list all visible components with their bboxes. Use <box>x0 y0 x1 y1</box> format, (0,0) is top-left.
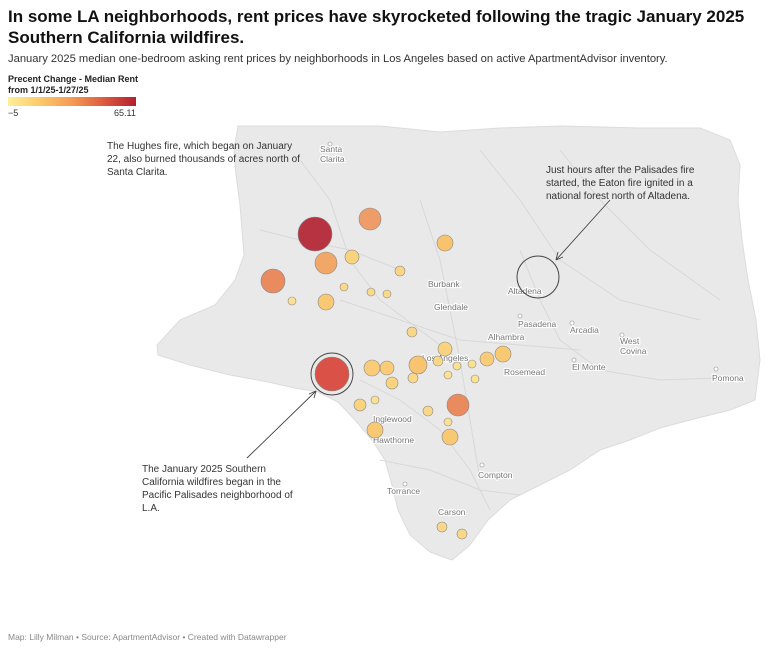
city-labels: Santa Clarita Burbank Glendale Altadena P… <box>319 141 745 518</box>
rent-bubble[interactable] <box>297 216 333 252</box>
city-label-glendale: Glendale <box>434 302 468 312</box>
legend-title-line1: Precent Change - Median Rent <box>8 74 139 84</box>
rent-bubble[interactable] <box>443 370 453 380</box>
fire-markers <box>310 255 560 396</box>
rent-bubble[interactable] <box>287 296 297 306</box>
city-dot-torrance <box>402 481 408 487</box>
rent-bubble[interactable] <box>260 268 286 294</box>
legend-title-line2: from 1/1/25-1/27/25 <box>8 85 89 95</box>
annotation-eaton-fire: Just hours after the Palisades fire star… <box>546 165 695 202</box>
rent-bubble[interactable] <box>441 428 459 446</box>
city-label-burbank: Burbank <box>428 279 460 289</box>
rent-bubble[interactable] <box>470 374 480 384</box>
rent-bubble[interactable] <box>407 372 419 384</box>
rent-bubble[interactable] <box>385 376 399 390</box>
city-dot-el-monte <box>571 357 577 363</box>
rent-bubble[interactable] <box>382 289 392 299</box>
rent-bubble[interactable] <box>443 417 453 427</box>
legend-max-label: 65.11 <box>114 108 136 118</box>
city-label-alhambra: Alhambra <box>488 332 525 342</box>
rent-bubble[interactable] <box>379 360 395 376</box>
eaton-annotation-arrow <box>555 199 611 261</box>
rent-bubble[interactable] <box>467 359 477 369</box>
chart-subtitle: January 2025 median one-bedroom asking r… <box>8 53 668 65</box>
annotation-hughes-fire: The Hughes fire, which began on January … <box>107 141 300 178</box>
rent-bubble[interactable] <box>456 528 468 540</box>
rent-bubble[interactable] <box>363 359 381 377</box>
city-label-altadena: Altadena <box>508 286 542 296</box>
rent-bubble[interactable] <box>436 521 448 533</box>
city-label-inglewood: Inglewood <box>373 414 412 424</box>
city-label-torrance: Torrance <box>387 486 420 496</box>
rent-bubble[interactable] <box>406 326 418 338</box>
rent-bubble[interactable] <box>432 355 444 367</box>
la-county-map[interactable]: Santa Clarita Burbank Glendale Altadena P… <box>0 120 777 625</box>
city-dot-west-covina <box>619 332 625 338</box>
rent-bubble[interactable] <box>479 351 495 367</box>
city-label-pasadena: Pasadena <box>518 319 557 329</box>
rent-bubble[interactable] <box>314 251 338 275</box>
palisades-arrowhead <box>308 390 317 399</box>
rent-bubble[interactable] <box>370 395 380 405</box>
city-dot-pasadena <box>517 313 523 319</box>
rent-bubble[interactable] <box>446 393 470 417</box>
rent-bubbles <box>260 207 512 540</box>
legend-min-label: −5 <box>8 108 19 118</box>
rent-bubble[interactable] <box>353 398 367 412</box>
city-label-arcadia: Arcadia <box>570 325 599 335</box>
city-dot-compton <box>479 462 485 468</box>
city-label-rosemead: Rosemead <box>504 367 545 377</box>
city-label-hawthorne: Hawthorne <box>373 435 414 445</box>
legend-title: Precent Change - Median Rent from 1/1/25… <box>8 74 138 96</box>
rent-bubble[interactable] <box>314 356 350 392</box>
city-dot-arcadia <box>569 320 575 326</box>
annotation-arrows <box>246 199 611 459</box>
legend-color-scale <box>8 97 136 106</box>
rent-bubble[interactable] <box>436 234 454 252</box>
palisades-fire-marker[interactable] <box>310 352 354 396</box>
palisades-annotation-arrow <box>246 390 317 459</box>
rent-bubble[interactable] <box>452 361 462 371</box>
city-dot-pomona <box>713 366 719 372</box>
rent-bubble[interactable] <box>422 405 434 417</box>
road-network <box>259 149 721 511</box>
rent-bubble[interactable] <box>358 207 382 231</box>
city-label-compton: Compton <box>478 470 513 480</box>
eaton-fire-marker[interactable] <box>516 255 560 299</box>
city-label-el-monte: El Monte <box>572 362 606 372</box>
eaton-arrowhead <box>555 251 564 261</box>
chart-title: In some LA neighborhoods, rent prices ha… <box>8 7 745 47</box>
rent-bubble[interactable] <box>437 341 453 357</box>
rent-bubble[interactable] <box>408 355 428 375</box>
rent-bubble[interactable] <box>317 293 335 311</box>
city-label-carson: Carson <box>438 507 466 517</box>
rent-bubble[interactable] <box>344 249 360 265</box>
rent-bubble[interactable] <box>366 421 384 439</box>
city-dot-santa-clarita <box>327 141 333 147</box>
city-label-santa-clarita: Santa Clarita <box>320 144 345 164</box>
rent-bubble[interactable] <box>366 287 376 297</box>
rent-bubble[interactable] <box>394 265 406 277</box>
footer-credit: Map: Lilly Milman • Source: ApartmentAdv… <box>8 632 287 642</box>
city-label-west-covina: West Covina <box>620 336 647 356</box>
annotation-palisades-fire: The January 2025 Southern California wil… <box>142 464 293 514</box>
rent-bubble[interactable] <box>339 282 349 292</box>
rent-bubble[interactable] <box>494 345 512 363</box>
city-label-pomona: Pomona <box>712 373 744 383</box>
